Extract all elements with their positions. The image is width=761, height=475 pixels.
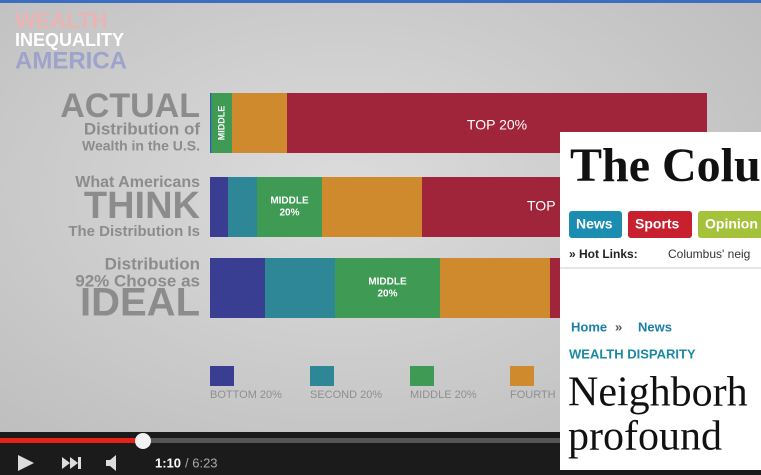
legend-label: SECOND 20% [310,389,382,401]
time-total: / 6:23 [185,455,218,470]
article-overlay: The Colu » Hot Links: Columbus' neig Hom… [560,132,761,470]
nav-button[interactable] [698,211,761,238]
segment-label: MIDDLE [216,106,226,141]
bar-segment [335,258,440,318]
bar-segment [210,258,265,318]
volume-button[interactable] [106,455,116,471]
title-line: WEALTH [15,8,107,33]
bar-segment [212,93,232,153]
row-label: What Americans [75,174,200,191]
time-current: 1:10 [155,455,181,470]
segment-label: TOP 20% [467,117,527,133]
headline-line: Neighborh [568,370,748,416]
bar-segment [257,177,322,237]
legend-swatch [210,366,234,386]
bar-segment [210,177,228,237]
row-label: ACTUAL [60,87,200,125]
article-panel [560,132,761,470]
hot-links-text[interactable]: Columbus' neig [668,247,750,261]
nav-label[interactable]: Sports [635,216,680,232]
headline-line: profound [568,414,722,460]
nav-label[interactable]: News [576,216,613,232]
segment-label: MIDDLE [368,277,407,288]
row-label: 92% Choose as [75,271,200,290]
legend-label: MIDDLE 20% [410,389,477,401]
bar-segment [440,258,550,318]
scrubber[interactable] [135,433,151,449]
breadcrumb-home[interactable]: Home [571,319,607,334]
breadcrumb-news[interactable]: News [638,319,672,334]
row-label: Wealth in the U.S. [82,138,200,154]
nav-label[interactable]: Opinion [705,216,758,232]
progress-track [0,438,761,443]
segment-label: MIDDLE [270,196,309,207]
bar-segment [265,258,335,318]
legend-label: FOURTH [510,389,556,401]
segment-label: 20% [279,208,299,219]
play-button[interactable] [18,455,34,471]
row-label: IDEAL [80,281,200,325]
next-button[interactable] [62,457,81,469]
legend-label: BOTTOM 20% [210,389,282,401]
segment-label: 20% [377,289,397,300]
breadcrumb-sep: » [615,319,622,334]
legend-swatch [310,366,334,386]
bar-segment [210,93,212,153]
bar-segment [232,93,287,153]
bar-segment [322,177,422,237]
masthead: The Colu [570,139,761,192]
bar-segment [228,177,257,237]
segment-label: TOP [527,198,556,214]
title-line: AMERICA [15,47,127,74]
progress-played[interactable] [0,438,143,443]
legend-swatch [510,366,534,386]
bar-segment [210,93,211,153]
kicker: WEALTH DISPARITY [569,346,696,361]
hot-links-label: » Hot Links: [569,247,638,261]
title-line: INEQUALITY [15,30,124,50]
row-label: Distribution [105,254,200,273]
nav-button[interactable] [628,211,692,238]
row-label: The Distribution Is [68,223,200,240]
top-border [0,0,761,3]
nav-button[interactable] [569,211,622,238]
row-label: THINK [84,185,201,227]
row-label: Distribution of [84,119,200,138]
legend-swatch [410,366,434,386]
